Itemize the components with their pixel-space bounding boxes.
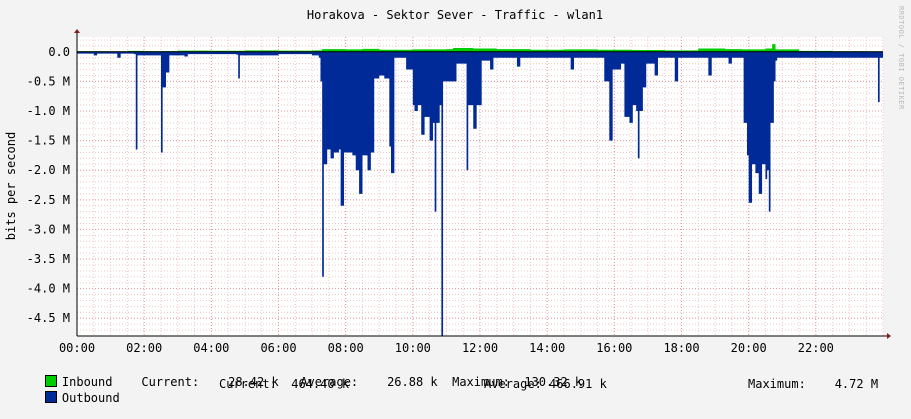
- outbound-maximum: Maximum: 4.72 M: [748, 377, 878, 391]
- x-tick-label: 06:00: [260, 341, 296, 355]
- outbound-label: Outbound: [61, 391, 120, 405]
- y-tick-label: -4.0 M: [27, 282, 70, 296]
- y-axis-arrow: [74, 29, 80, 33]
- inbound-current-value: 28.42 k: [228, 375, 279, 389]
- x-tick-label: 10:00: [395, 341, 431, 355]
- inbound-swatch: [44, 375, 57, 387]
- x-tick-label: 22:00: [798, 341, 834, 355]
- legend-row-outbound: Outbound: [16, 377, 120, 419]
- y-tick-label: -4.5 M: [27, 311, 70, 325]
- rrdtool-watermark: RRDTOOL / TOBI OETIKER: [897, 6, 905, 110]
- x-tick-label: 12:00: [462, 341, 498, 355]
- x-tick-label: 14:00: [529, 341, 565, 355]
- x-tick-label: 18:00: [663, 341, 699, 355]
- series-area-inbound: [77, 44, 883, 52]
- x-tick-label: 20:00: [731, 341, 767, 355]
- outbound-current-value: 464.40 k: [291, 377, 350, 391]
- traffic-chart: 0.0 -0.5 M -1.0 M -1.5 M -2.0 M -2.5 M -3.0 M -…: [4, 6, 905, 355]
- x-tick-label: 08:00: [328, 341, 364, 355]
- x-tick-label: 02:00: [126, 341, 162, 355]
- rrd-graph: 0.0 -0.5 M -1.0 M -1.5 M -2.0 M -2.5 M -3.0 M -…: [4, 6, 905, 405]
- inbound-maximum-label: Maximum:: [452, 375, 510, 389]
- outbound-current: Current: 464.40 k: [219, 377, 349, 391]
- inbound-label: Inbound: [61, 375, 113, 389]
- y-axis-label: bits per second: [4, 132, 18, 240]
- series-layer: [77, 44, 883, 337]
- outbound-current-label: Current:: [219, 377, 277, 391]
- y-tick-label: -2.0 M: [27, 163, 70, 177]
- tick-labels: 0.0 -0.5 M -1.0 M -1.5 M -2.0 M -2.5 M -3.0 M -…: [27, 45, 834, 355]
- outbound-maximum-value: 4.72 M: [834, 377, 879, 391]
- inbound-average-value: 26.88 k: [387, 375, 438, 389]
- y-tick-label: -3.0 M: [27, 222, 70, 236]
- x-tick-label: 16:00: [596, 341, 632, 355]
- outbound-average-value: 466.91 k: [549, 377, 607, 391]
- y-tick-label: -0.5 M: [27, 74, 70, 88]
- outbound-average-label: Average:: [484, 377, 542, 391]
- y-tick-label: -2.5 M: [27, 193, 70, 207]
- chart-title: Horakova - Sektor Sever - Traffic - wlan…: [307, 8, 603, 22]
- x-tick-label: 04:00: [193, 341, 229, 355]
- x-tick-label: 00:00: [59, 341, 95, 355]
- outbound-swatch: [44, 391, 57, 403]
- inbound-current-label: Current:: [141, 375, 200, 389]
- legend-row-inbound: Inbound Current: 28.42 k Average: 26.88 …: [16, 361, 582, 403]
- inbound-maximum-value: 130.32 k: [524, 375, 583, 389]
- y-tick-label: 0.0: [48, 45, 70, 59]
- axes: [74, 29, 891, 339]
- inbound-average-label: Average:: [300, 375, 359, 389]
- y-tick-label: -1.0 M: [27, 104, 70, 118]
- outbound-maximum-label: Maximum:: [748, 377, 806, 391]
- y-tick-label: -3.5 M: [27, 252, 70, 266]
- outbound-average: Average: 466.91 k: [484, 377, 607, 391]
- y-tick-label: -1.5 M: [27, 134, 70, 148]
- x-axis-arrow: [887, 333, 891, 339]
